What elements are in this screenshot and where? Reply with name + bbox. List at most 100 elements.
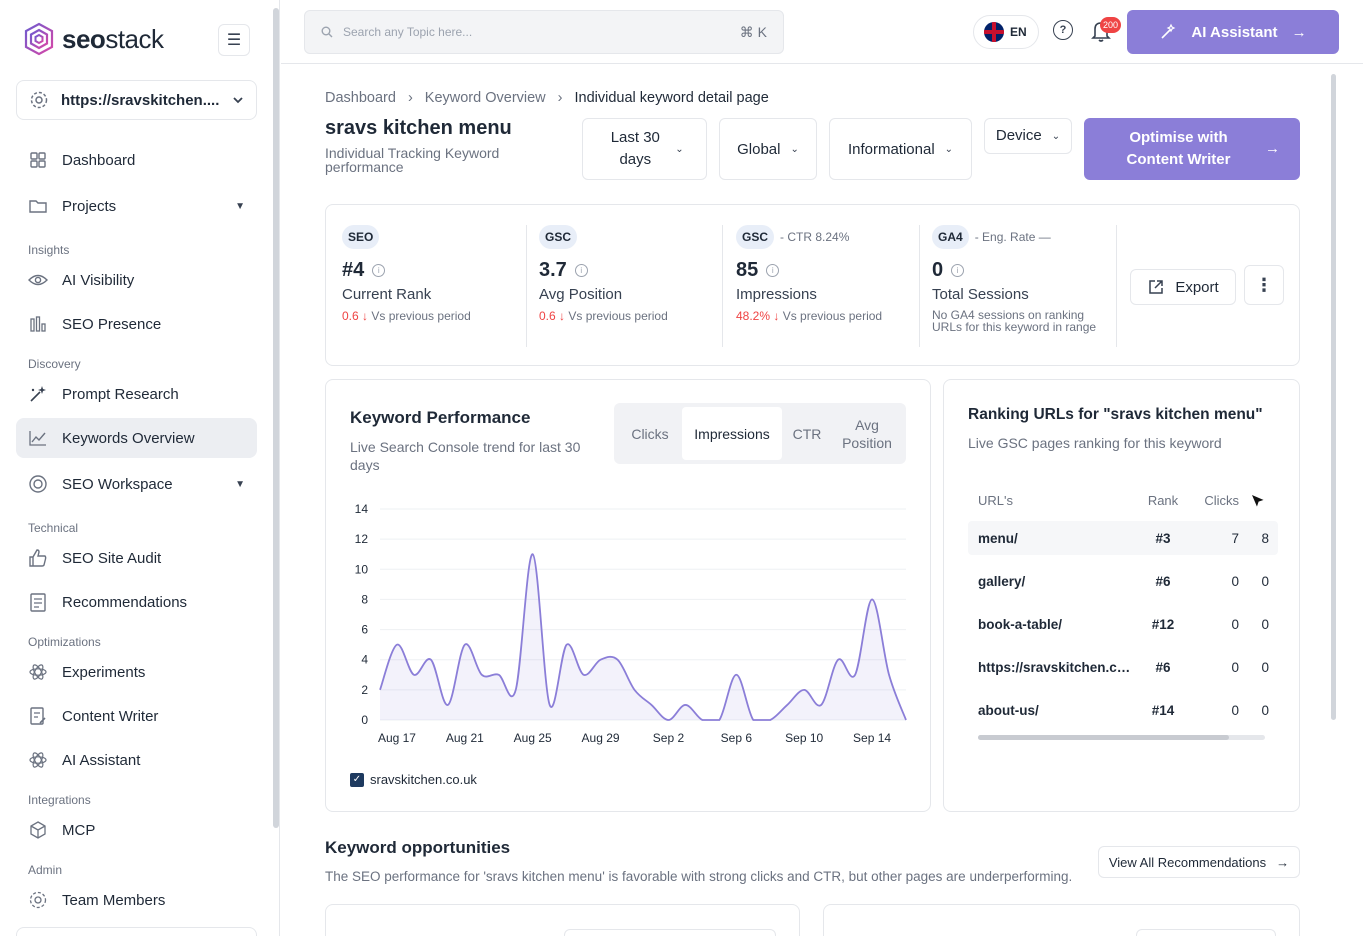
menu-toggle-button[interactable]: ☰ bbox=[218, 24, 250, 56]
sidebar-item-ai-visibility[interactable]: AI Visibility bbox=[16, 260, 257, 300]
optimise-content-writer-button[interactable]: Optimise with Content Writer → bbox=[1084, 118, 1300, 180]
ai-assistant-button[interactable]: AI Assistant → bbox=[1127, 10, 1339, 54]
intent-filter[interactable]: Informational ⌄ bbox=[829, 118, 972, 180]
table-horizontal-scrollbar[interactable] bbox=[978, 735, 1265, 740]
language-selector[interactable]: EN bbox=[973, 15, 1039, 49]
info-icon[interactable]: i bbox=[766, 264, 780, 277]
table-row[interactable]: gallery/ #6 0 0 bbox=[968, 564, 1278, 598]
atom-icon bbox=[28, 750, 48, 770]
tab-ctr[interactable]: CTR bbox=[792, 425, 822, 442]
divider bbox=[722, 225, 723, 347]
column-header-url[interactable]: URL's bbox=[978, 492, 1013, 508]
card-title: Ranking URLs for "sravs kitchen menu" bbox=[968, 406, 1263, 423]
export-button[interactable]: Export bbox=[1130, 269, 1236, 305]
metric-note: - Eng. Rate — bbox=[974, 230, 1051, 244]
sidebar-item-projects[interactable]: Projects ▼ bbox=[16, 186, 257, 226]
impressions-chart: 0 2 4 6 8 10 12 14 Aug 17 Aug 21 Aug 25 Aug 29 Sep 2… bbox=[355, 502, 907, 745]
table-row[interactable]: menu/ #3 7 8 bbox=[968, 521, 1278, 555]
sidebar-item-prompt-research[interactable]: Prompt Research bbox=[16, 374, 257, 414]
breadcrumb-link[interactable]: Dashboard bbox=[325, 90, 396, 106]
checkbox-icon[interactable]: ✓ bbox=[350, 772, 364, 787]
table-header: URL's Rank Clicks bbox=[968, 484, 1278, 516]
breadcrumb-link[interactable]: Keyword Overview bbox=[424, 90, 546, 106]
help-icon[interactable]: ? bbox=[1053, 20, 1073, 40]
tab-impressions[interactable]: Impressions bbox=[682, 407, 782, 460]
metric-tabs: Clicks Impressions CTR Avg Position bbox=[614, 403, 906, 464]
sidebar-item-dashboard[interactable]: Dashboard bbox=[16, 140, 257, 180]
sidebar-item-label: Team Members bbox=[62, 891, 166, 909]
folder-icon bbox=[28, 196, 48, 216]
table-row[interactable]: book-a-table/ #12 0 0 bbox=[968, 607, 1278, 641]
gear-icon bbox=[30, 91, 48, 109]
arrow-right-icon: → bbox=[1276, 854, 1290, 870]
ai-assistant-label: AI Assistant bbox=[1191, 23, 1278, 41]
chart-legend[interactable]: ✓ sravskitchen.co.uk bbox=[350, 772, 477, 787]
rank-cell: #12 bbox=[1151, 616, 1175, 632]
shortcut-hint: ⌘ K bbox=[739, 23, 767, 40]
sidebar-item-mcp[interactable]: MCP bbox=[16, 810, 257, 850]
sidebar-scrollbar[interactable] bbox=[273, 8, 279, 828]
search-placeholder: Search any Topic here... bbox=[343, 25, 473, 39]
scrollbar-thumb[interactable] bbox=[978, 735, 1229, 740]
y-tick-label: 12 bbox=[355, 532, 369, 546]
sidebar-item-seo-presence[interactable]: SEO Presence bbox=[16, 304, 257, 344]
metric-badge: GSC bbox=[539, 225, 578, 249]
magic-wand-icon bbox=[1161, 23, 1176, 39]
period-filter[interactable]: Last 30 days ⌄ bbox=[582, 118, 707, 180]
sidebar-item-label: Recommendations bbox=[62, 593, 188, 611]
opportunity-card-button[interactable] bbox=[1136, 929, 1276, 936]
metric-label: Current Rank bbox=[342, 286, 432, 303]
opportunity-card-button[interactable] bbox=[564, 929, 776, 936]
clicks-cell: 0 bbox=[1231, 573, 1239, 589]
series-line bbox=[379, 553, 907, 721]
sidebar-item-seo-workspace[interactable]: SEO Workspace ▼ bbox=[16, 464, 257, 504]
site-selector[interactable]: https://sravskitchen.... bbox=[16, 80, 257, 120]
column-header-rank[interactable]: Rank bbox=[1147, 492, 1179, 508]
main-scrollbar[interactable] bbox=[1331, 74, 1336, 720]
sidebar-item-recommendations[interactable]: Recommendations bbox=[16, 582, 257, 622]
more-options-button[interactable]: ⋮ bbox=[1244, 265, 1284, 305]
metric-delta: 0.6 ↓ bbox=[539, 309, 566, 323]
sidebar-item-keywords-overview[interactable]: Keywords Overview bbox=[16, 418, 257, 458]
region-filter[interactable]: Global ⌄ bbox=[719, 118, 817, 180]
logo[interactable]: seostack bbox=[24, 22, 164, 56]
info-icon[interactable]: i bbox=[951, 264, 965, 277]
mouse-cursor-icon bbox=[1250, 493, 1267, 510]
sidebar-footer-card bbox=[16, 927, 257, 936]
url-cell[interactable]: gallery/ bbox=[978, 573, 1026, 589]
sidebar-item-label: Projects bbox=[62, 197, 117, 215]
table-row[interactable]: https://sravskitchen.co... #6 0 0 bbox=[968, 650, 1278, 684]
sparkle-icon bbox=[28, 384, 48, 404]
sidebar-item-label: MCP bbox=[62, 821, 96, 839]
column-header-clicks[interactable]: Clicks bbox=[1204, 492, 1239, 508]
table-row[interactable]: about-us/ #14 0 0 bbox=[968, 693, 1278, 727]
info-icon[interactable]: i bbox=[574, 264, 588, 277]
tab-clicks[interactable]: Clicks bbox=[631, 425, 669, 442]
device-filter[interactable]: Device ⌄ bbox=[984, 118, 1072, 154]
sidebar-item-ai-assistant[interactable]: AI Assistant bbox=[16, 740, 257, 780]
view-all-recommendations-button[interactable]: View All Recommendations → bbox=[1098, 846, 1300, 878]
info-icon[interactable]: i bbox=[372, 264, 386, 277]
sidebar-item-experiments[interactable]: Experiments bbox=[16, 652, 257, 692]
x-tick-label: Aug 21 bbox=[446, 731, 484, 745]
search-input[interactable]: Search any Topic here... ⌘ K bbox=[304, 10, 784, 54]
url-cell[interactable]: book-a-table/ bbox=[978, 616, 1063, 632]
url-cell[interactable]: about-us/ bbox=[978, 702, 1039, 718]
url-cell[interactable]: menu/ bbox=[978, 530, 1018, 546]
chevron-down-icon: ⌄ bbox=[675, 143, 684, 155]
section-label: Integrations bbox=[28, 793, 91, 807]
metric-badge: SEO bbox=[342, 225, 380, 249]
sidebar-item-team-members[interactable]: Team Members bbox=[16, 880, 257, 920]
chevron-down-icon: ⌄ bbox=[790, 143, 799, 155]
y-tick-label: 4 bbox=[361, 653, 368, 667]
section-label: Discovery bbox=[28, 357, 81, 371]
section-label: Admin bbox=[28, 863, 63, 877]
kebab-icon: ⋮ bbox=[1255, 274, 1273, 295]
sidebar-item-seo-site-audit[interactable]: SEO Site Audit bbox=[16, 538, 257, 578]
search-icon bbox=[321, 26, 333, 38]
url-cell[interactable]: https://sravskitchen.co... bbox=[978, 659, 1133, 675]
atom-icon bbox=[28, 662, 48, 682]
sidebar-item-content-writer[interactable]: Content Writer bbox=[16, 696, 257, 736]
x-tick-label: Sep 14 bbox=[853, 731, 891, 745]
tab-avg-position[interactable]: Avg Position bbox=[842, 416, 892, 451]
